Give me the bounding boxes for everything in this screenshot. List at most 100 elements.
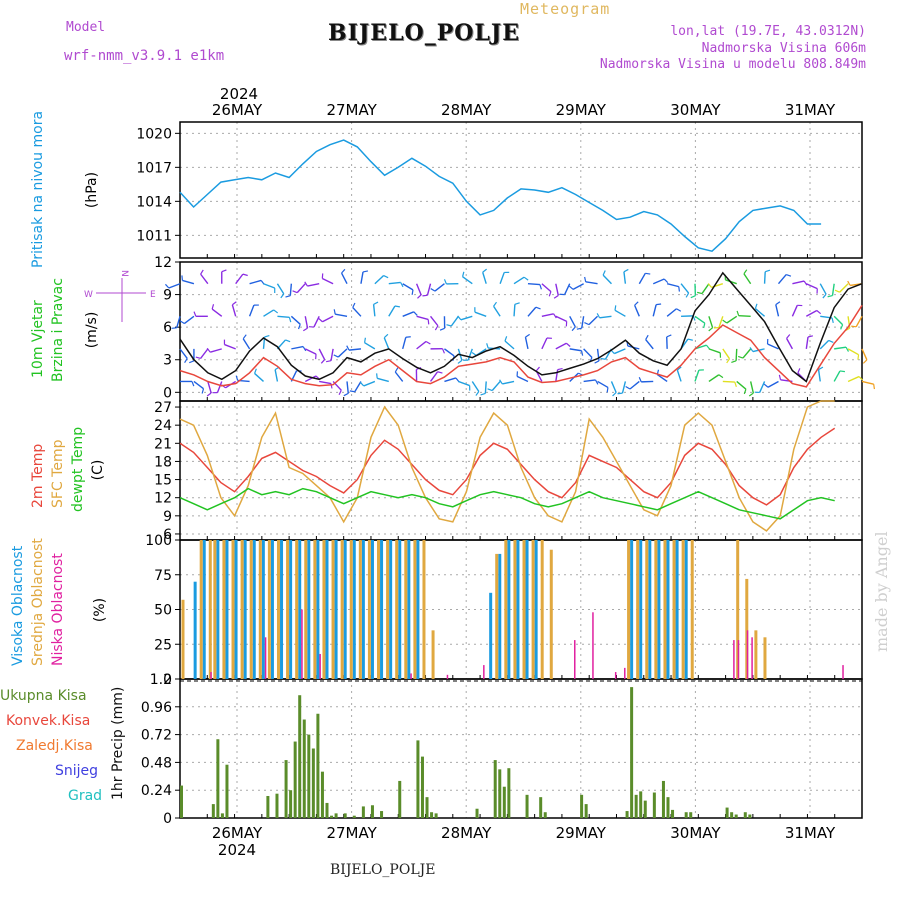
cloud-bar [298, 540, 302, 679]
temp-line-0 [179, 427, 836, 506]
wind-barb [749, 381, 755, 394]
wind-barb-flag [400, 282, 404, 288]
cloud-bar [525, 540, 529, 679]
cloud-bar [736, 540, 740, 679]
y-tick-label: 0 [163, 385, 172, 401]
wind-barb-flag [786, 334, 791, 339]
wind-barb [388, 305, 396, 317]
wind-barb [254, 372, 264, 382]
precip-bar [584, 804, 588, 818]
wind-barb [499, 272, 505, 284]
y-tick-label: 0.48 [141, 755, 172, 771]
cloud-bar [614, 672, 617, 679]
cloud-bar [751, 637, 753, 679]
y-tick-label: 6 [163, 527, 172, 543]
wind-barb [484, 381, 487, 394]
cloud-bar [681, 540, 685, 679]
cloud-bar [316, 540, 320, 679]
wind-barb-flag [738, 355, 744, 359]
cloud-bar [193, 581, 197, 679]
wind-barb-flag [486, 343, 489, 349]
cloud-bar [636, 540, 640, 679]
precip-bar [298, 695, 302, 818]
cloud-bar [395, 540, 399, 679]
wind-barb [569, 348, 582, 352]
wind-barb-flag [373, 301, 379, 305]
wind-barb-flag [676, 366, 682, 371]
precip-bar [643, 800, 647, 818]
wind-barb [289, 283, 293, 296]
wind-barb [861, 348, 868, 361]
cloud-bar [534, 540, 538, 679]
y-tick-label: 0.24 [141, 783, 172, 799]
wind-barb [583, 348, 593, 358]
cloud-bar [352, 540, 356, 679]
top-day-label: 30MAY [670, 101, 721, 119]
elevation-text: Nadmorska Visina 606m [701, 41, 866, 56]
wind-barb-flag [857, 354, 860, 360]
precip-bar [220, 813, 224, 818]
cloud-bar [407, 540, 411, 679]
wind-barb [581, 316, 585, 329]
precip-bar [661, 780, 665, 818]
cloud-bar [319, 653, 321, 679]
cloud-bar [361, 540, 365, 679]
wind-barb-flag [376, 373, 378, 379]
wind-barb-flag [320, 359, 326, 364]
wind-barb-flag [359, 381, 365, 387]
wind-barb-flag [338, 389, 342, 395]
precip-bar [430, 812, 434, 818]
wind-barb [360, 271, 364, 284]
cloud-bar [386, 540, 390, 679]
wind-barb [402, 311, 415, 317]
wind-barb [638, 272, 646, 285]
footer-station: BIJELO_POLJE [330, 862, 436, 878]
wind-barb [444, 377, 457, 383]
station-title: BIJELO_POLJE [328, 20, 521, 46]
top-day-label: 27MAY [326, 101, 377, 119]
wind-barb-flag [504, 336, 508, 342]
cloud-bar [675, 540, 679, 679]
wind-barb [352, 307, 362, 317]
wind-barb [263, 283, 275, 289]
wind-barb [541, 313, 554, 317]
wind-barb-flag [816, 310, 822, 315]
wind-barb [754, 308, 766, 317]
wind-barb-flag [548, 291, 552, 297]
wind-barb [847, 348, 859, 356]
wind-barb-flag [539, 284, 542, 290]
wind-barb [763, 271, 766, 284]
wind-barb-flag [775, 301, 781, 306]
wind-barb-flag [288, 317, 292, 323]
wind-barb [817, 369, 821, 382]
cloud-bar [267, 540, 271, 679]
y-tick-label: 21 [154, 436, 172, 452]
wind-barb [313, 315, 320, 328]
cloud-bar [624, 667, 626, 679]
wind-barb [235, 273, 244, 285]
precip-bar [225, 764, 229, 818]
wind-barb [718, 316, 724, 328]
cloud-bar [231, 540, 235, 679]
bottom-year-label: 2024 [218, 841, 256, 859]
wind-barb-flag [718, 374, 724, 379]
panel-frame [179, 261, 863, 402]
meteogram-label: Meteogram [520, 0, 611, 18]
cloud-bar [225, 540, 229, 679]
precip-bar [507, 768, 511, 818]
cloud-bar [657, 540, 661, 679]
precip-bar [652, 792, 656, 818]
cloud-bar [243, 540, 247, 679]
cloud-bar [422, 540, 426, 679]
wind-barb [610, 381, 617, 393]
wind-barb [363, 380, 376, 387]
cloud-bar [690, 540, 694, 679]
cloud-bar [234, 540, 238, 679]
y-tick-label: 0 [163, 672, 172, 688]
cloud-bar [349, 540, 353, 679]
y-tick-label: 9 [163, 288, 172, 304]
cloud-bar [325, 540, 329, 679]
wind-mean-line [179, 304, 863, 388]
y-tick-label: 0.96 [141, 700, 172, 716]
precip-bar [502, 786, 506, 818]
